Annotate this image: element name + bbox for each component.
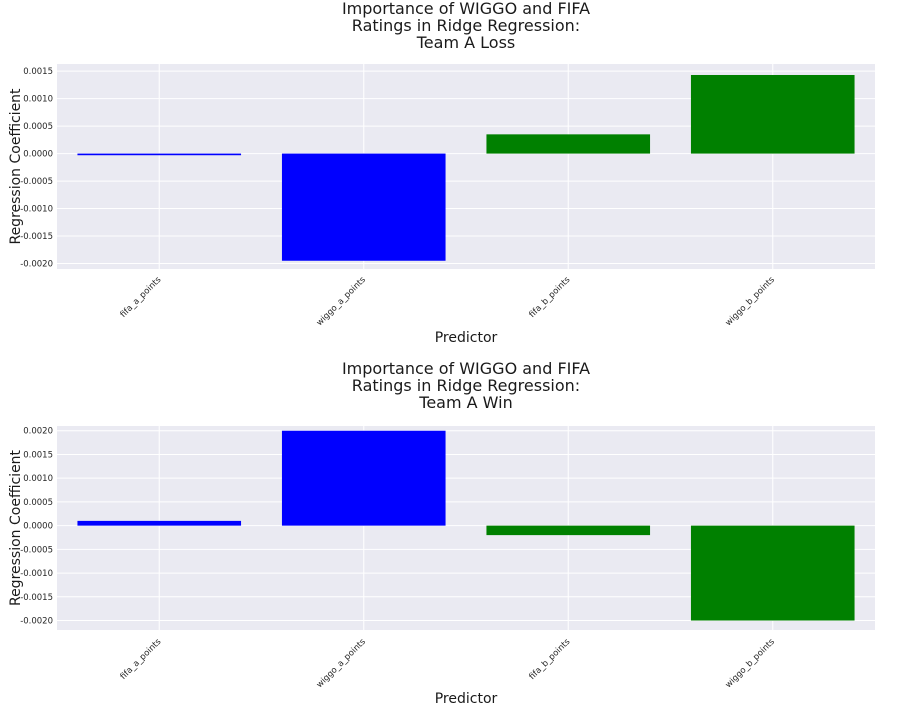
x-tick-label: fifa_b_points: [527, 637, 572, 682]
x-tick-label: fifa_b_points: [527, 275, 572, 320]
x-tick-label: fifa_a_points: [119, 637, 164, 682]
y-axis-label: Regression Coefficient: [8, 449, 24, 606]
chart-title-line: Team A Win: [418, 393, 512, 412]
y-tick-label: -0.0005: [20, 545, 53, 555]
bar-wiggo_a_points: [281, 430, 446, 526]
x-tick-label: wiggo_b_points: [724, 637, 778, 691]
chart-title-line: Ratings in Ridge Regression:: [352, 376, 580, 395]
bar-fifa_b_points: [486, 134, 651, 154]
chart-title-line: Ratings in Ridge Regression:: [352, 16, 580, 35]
y-tick-label: -0.0010: [20, 569, 53, 579]
y-tick-label: 0.0010: [23, 474, 53, 484]
chart-title-line: Importance of WIGGO and FIFA: [342, 359, 590, 378]
x-tick-label: wiggo_a_points: [315, 275, 369, 329]
bar-fifa_a_points: [77, 520, 242, 526]
y-tick-label: -0.0005: [20, 177, 53, 187]
y-axis-label: Regression Coefficient: [8, 88, 24, 245]
x-tick-label: wiggo_a_points: [315, 637, 369, 691]
y-tick-label: 0.0000: [23, 522, 53, 532]
x-axis-label: Predictor: [435, 330, 498, 346]
y-tick-label: 0.0015: [23, 67, 53, 77]
chart-panel-2: -0.0020 -0.0015 -0.0010 -0.0005 0.0000 0.0005…: [8, 359, 875, 707]
bar-wiggo_b_points: [690, 525, 855, 621]
y-tick-label: 0.0000: [23, 150, 53, 160]
y-tick-label: -0.0015: [20, 232, 53, 242]
y-tick-label: -0.0020: [20, 260, 53, 270]
bar-wiggo_a_points: [281, 153, 446, 261]
x-tick-label: wiggo_b_points: [724, 275, 778, 329]
y-tick-label: -0.0010: [20, 205, 53, 215]
y-tick-label: 0.0005: [23, 498, 53, 508]
bar-fifa_b_points: [486, 525, 651, 536]
y-tick-label: -0.0015: [20, 593, 53, 603]
chart-panel-1: -0.0020 -0.0015 -0.0010 -0.0005 0.0000 0.0005…: [8, 0, 875, 346]
y-tick-label: 0.0010: [23, 95, 53, 105]
y-tick-label: 0.0005: [23, 122, 53, 132]
y-tick-label: -0.0020: [20, 617, 53, 627]
y-tick-label: 0.0020: [23, 427, 53, 437]
x-axis-label: Predictor: [435, 691, 498, 707]
y-tick-label: 0.0015: [23, 450, 53, 460]
chart-title-line: Importance of WIGGO and FIFA: [342, 0, 590, 18]
chart-title-line: Team A Loss: [416, 33, 516, 52]
bar-wiggo_b_points: [690, 74, 855, 154]
x-tick-label: fifa_a_points: [119, 275, 164, 320]
bar-fifa_a_points: [77, 153, 242, 156]
